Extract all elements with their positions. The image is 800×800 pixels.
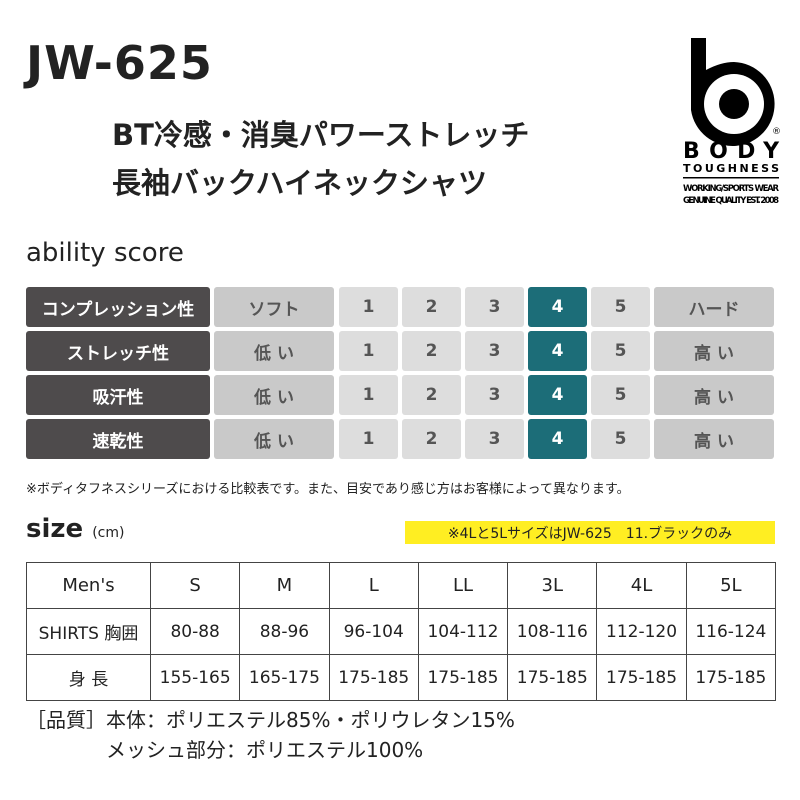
- product-title-line1: BT冷感・消臭パワーストレッチ: [112, 118, 530, 152]
- size-highlight-note: ※4Lと5LサイズはJW-625 11.ブラックのみ: [405, 521, 775, 544]
- ability-label: コンプレッション性: [26, 287, 210, 327]
- score-cell: 2: [402, 375, 461, 415]
- table-cell: L: [328, 562, 419, 609]
- score-cell: 4: [528, 375, 587, 415]
- brand-logo: ® BODY TOUGHNESS WORKING/SPORTS WEAR GEN…: [676, 30, 786, 230]
- table-cell: Men's: [26, 562, 151, 609]
- table-cell: 165-175: [239, 654, 330, 701]
- table-cell: LL: [417, 562, 509, 609]
- svg-text:®: ®: [772, 127, 781, 137]
- table-cell: 身 長: [26, 654, 151, 701]
- table-row: 身 長 155-165 165-175 175-185 175-185 175-185 17…: [26, 654, 777, 701]
- product-title-line2: 長袖バックハイネックシャツ: [112, 166, 487, 200]
- table-cell: M: [239, 562, 330, 609]
- score-cell: 4: [528, 287, 587, 327]
- score-cell: 1: [339, 419, 398, 459]
- score-cell: 5: [591, 287, 650, 327]
- size-unit: (cm): [92, 525, 125, 541]
- score-cell: 5: [591, 419, 650, 459]
- table-cell: 96-104: [328, 608, 419, 655]
- table-row: Men's S M L LL 3L 4L 5L: [26, 562, 777, 609]
- ability-row: コンプレッション性 ソフト 1 2 3 4 5 ハード: [26, 287, 776, 327]
- table-cell: 108-116: [507, 608, 598, 655]
- svg-text:GENUINE QUALITY EST. 2008: GENUINE QUALITY EST. 2008: [683, 196, 779, 206]
- score-cell: 4: [528, 419, 587, 459]
- score-cell: 3: [465, 331, 524, 371]
- scale-high-label: 高 い: [654, 331, 774, 371]
- table-cell: 116-124: [685, 608, 777, 655]
- scale-low-label: ソフト: [214, 287, 334, 327]
- size-title: size: [26, 514, 84, 544]
- table-cell: 80-88: [149, 608, 241, 655]
- table-cell: 5L: [685, 562, 777, 609]
- score-cell: 2: [402, 419, 461, 459]
- quality-line1: ［品質］本体：ポリエステル85%・ポリウレタン15%: [26, 708, 515, 732]
- size-table: Men's S M L LL 3L 4L 5L SHIRTS 胸囲 80-88 88-96 96-10…: [26, 562, 777, 701]
- score-cell: 5: [591, 375, 650, 415]
- score-cell: 1: [339, 287, 398, 327]
- scale-high-label: 高 い: [654, 419, 774, 459]
- table-cell: 4L: [596, 562, 687, 609]
- table-cell: S: [149, 562, 241, 609]
- scale-high-label: 高 い: [654, 375, 774, 415]
- table-cell: SHIRTS 胸囲: [26, 608, 151, 655]
- score-cell: 1: [339, 331, 398, 371]
- table-cell: 175-185: [685, 654, 777, 701]
- score-cell: 5: [591, 331, 650, 371]
- ability-label: 速乾性: [26, 419, 210, 459]
- scale-low-label: 低 い: [214, 375, 334, 415]
- table-cell: 175-185: [328, 654, 419, 701]
- score-cell: 1: [339, 375, 398, 415]
- scale-low-label: 低 い: [214, 419, 334, 459]
- size-heading: size (cm): [26, 514, 124, 544]
- score-cell: 3: [465, 419, 524, 459]
- ability-label: 吸汗性: [26, 375, 210, 415]
- table-row: SHIRTS 胸囲 80-88 88-96 96-104 104-112 108-116 1…: [26, 608, 777, 655]
- quality-line2: メッシュ部分：ポリエステル100%: [106, 738, 424, 762]
- score-cell: 3: [465, 287, 524, 327]
- svg-text:WORKING/SPORTS WEAR: WORKING/SPORTS WEAR: [683, 184, 779, 194]
- table-cell: 175-185: [596, 654, 687, 701]
- table-cell: 104-112: [417, 608, 509, 655]
- score-cell: 4: [528, 331, 587, 371]
- table-cell: 112-120: [596, 608, 687, 655]
- svg-text:TOUGHNESS: TOUGHNESS: [683, 162, 779, 175]
- ability-heading: ability score: [26, 238, 184, 268]
- scale-low-label: 低 い: [214, 331, 334, 371]
- table-cell: 3L: [507, 562, 598, 609]
- score-cell: 2: [402, 287, 461, 327]
- table-cell: 175-185: [507, 654, 598, 701]
- table-cell: 88-96: [239, 608, 330, 655]
- score-cell: 2: [402, 331, 461, 371]
- table-cell: 175-185: [417, 654, 509, 701]
- score-cell: 3: [465, 375, 524, 415]
- model-number: JW-625: [26, 36, 213, 90]
- table-cell: 155-165: [149, 654, 241, 701]
- scale-high-label: ハード: [654, 287, 774, 327]
- ability-label: ストレッチ性: [26, 331, 210, 371]
- ability-note: ※ボディタフネスシリーズにおける比較表です。また、目安であり感じ方はお客様によっ…: [26, 482, 630, 497]
